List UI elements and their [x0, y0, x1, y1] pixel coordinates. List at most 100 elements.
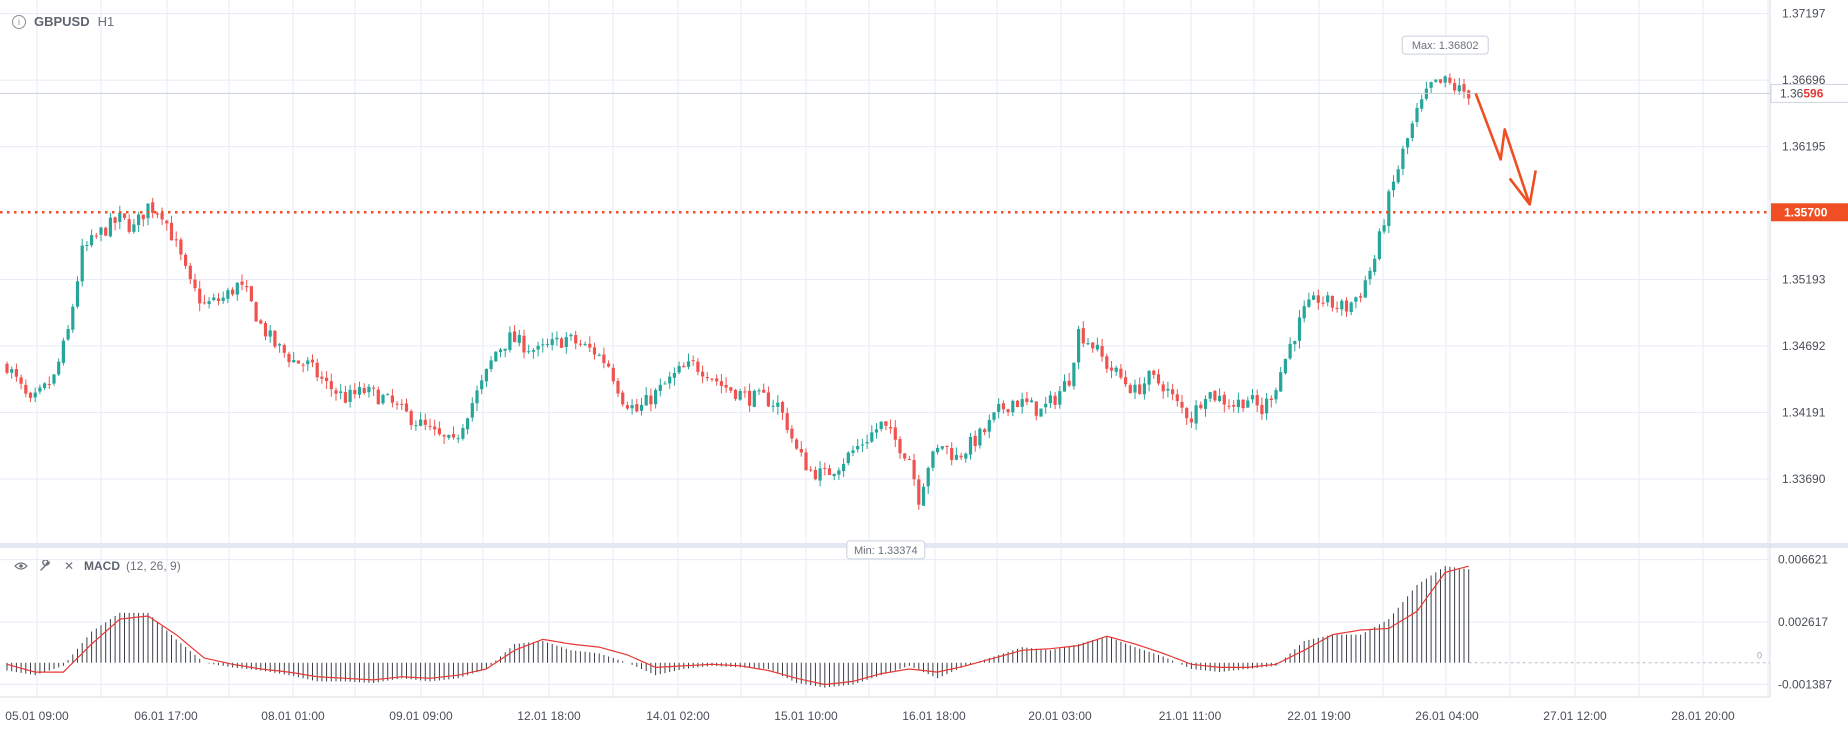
- candle-body: [216, 298, 221, 302]
- candle-body: [1255, 395, 1259, 406]
- candle-body: [682, 365, 686, 368]
- candle-body: [1006, 409, 1010, 412]
- candle-body: [1213, 390, 1217, 401]
- candle-body: [202, 302, 206, 304]
- time-tick-label: 15.01 10:00: [774, 709, 838, 723]
- candle-body: [851, 450, 855, 453]
- candle-body: [1326, 295, 1330, 303]
- indicator-name: MACD: [84, 559, 120, 573]
- candle-body: [884, 421, 888, 426]
- candle-body: [1114, 367, 1118, 372]
- time-tick-label: 16.01 18:00: [902, 709, 966, 723]
- candle-body: [1274, 390, 1278, 400]
- candle-body: [1359, 296, 1363, 298]
- candle-body: [118, 212, 122, 222]
- candle-body: [1302, 306, 1306, 319]
- price-tick-label: 1.34191: [1782, 406, 1826, 420]
- candle-body: [282, 345, 286, 353]
- info-icon[interactable]: i: [12, 14, 26, 29]
- candle-body: [212, 297, 216, 301]
- candle-body: [1307, 299, 1311, 307]
- candle-body: [1283, 358, 1287, 374]
- candle-body: [677, 366, 681, 373]
- candle-body: [691, 360, 695, 362]
- candle-body: [1011, 400, 1015, 413]
- macd-tick-label: 0.006621: [1778, 553, 1828, 567]
- candle-body: [43, 383, 47, 388]
- candle-body: [24, 384, 28, 394]
- candle-body: [268, 330, 272, 337]
- candle-body: [616, 381, 620, 394]
- candle-body: [940, 446, 944, 449]
- wrench-icon[interactable]: [36, 557, 54, 575]
- candle-body: [696, 361, 700, 372]
- candle-body: [1429, 82, 1433, 88]
- candle-body: [733, 389, 738, 399]
- candle-body: [987, 419, 991, 432]
- candle-body: [809, 469, 813, 471]
- candle-body: [376, 389, 380, 405]
- candle-body: [1260, 404, 1264, 415]
- candle-body: [992, 412, 996, 420]
- candle-body: [1391, 181, 1396, 191]
- candle-body: [1330, 295, 1334, 308]
- candle-body: [1062, 381, 1067, 392]
- candle-body: [320, 376, 324, 379]
- candle-body: [635, 404, 639, 412]
- candle-body: [1236, 399, 1240, 408]
- candle-body: [381, 394, 385, 404]
- time-tick-label: 12.01 18:00: [517, 709, 581, 723]
- candle-body: [541, 344, 545, 346]
- candle-body: [668, 376, 672, 384]
- candle-body: [1100, 346, 1104, 357]
- candle-body: [865, 442, 869, 444]
- candle-body: [1208, 392, 1212, 399]
- candle-body: [296, 360, 300, 364]
- candle-body: [494, 351, 498, 362]
- candle-body: [1020, 399, 1024, 407]
- candle-body: [1180, 401, 1184, 408]
- candle-body: [226, 290, 230, 299]
- candle-body: [437, 428, 441, 435]
- candle-body: [945, 445, 949, 447]
- candle-body: [931, 451, 935, 468]
- candle-body: [480, 380, 484, 390]
- close-icon[interactable]: ✕: [63, 559, 75, 573]
- candle-body: [578, 343, 582, 345]
- candle-body: [1171, 389, 1175, 395]
- candle-body: [386, 394, 390, 396]
- candle-body: [47, 383, 51, 385]
- candle-body: [1039, 408, 1043, 417]
- candle-body: [1095, 344, 1099, 350]
- candle-body: [1443, 76, 1447, 83]
- eye-icon[interactable]: [12, 557, 30, 575]
- candle-body: [1081, 328, 1085, 344]
- candle-body: [1124, 377, 1128, 385]
- candle-body: [513, 331, 517, 343]
- candle-body: [1072, 362, 1076, 387]
- candle-body: [1279, 372, 1283, 392]
- macd-zero-label: 0: [1757, 651, 1762, 661]
- candle-body: [489, 360, 493, 370]
- candle-body: [249, 286, 253, 302]
- candle-body: [818, 468, 822, 481]
- candle-body: [842, 464, 846, 472]
- candle-body: [301, 364, 305, 366]
- candle-body: [442, 435, 446, 437]
- candle-body: [503, 348, 507, 351]
- candle-body: [287, 353, 291, 363]
- candle-body: [221, 297, 225, 302]
- candle-body: [1269, 398, 1273, 401]
- candle-body: [1119, 368, 1123, 378]
- candle-body: [597, 354, 601, 356]
- candle-body: [1340, 300, 1344, 310]
- candle-body: [517, 334, 521, 343]
- candle-body: [1044, 403, 1048, 408]
- candle-body: [151, 202, 155, 213]
- candle-body: [169, 222, 174, 241]
- candle-body: [1185, 407, 1189, 419]
- candle-body: [85, 244, 89, 246]
- candle-body: [108, 217, 112, 237]
- candle-body: [1344, 300, 1349, 312]
